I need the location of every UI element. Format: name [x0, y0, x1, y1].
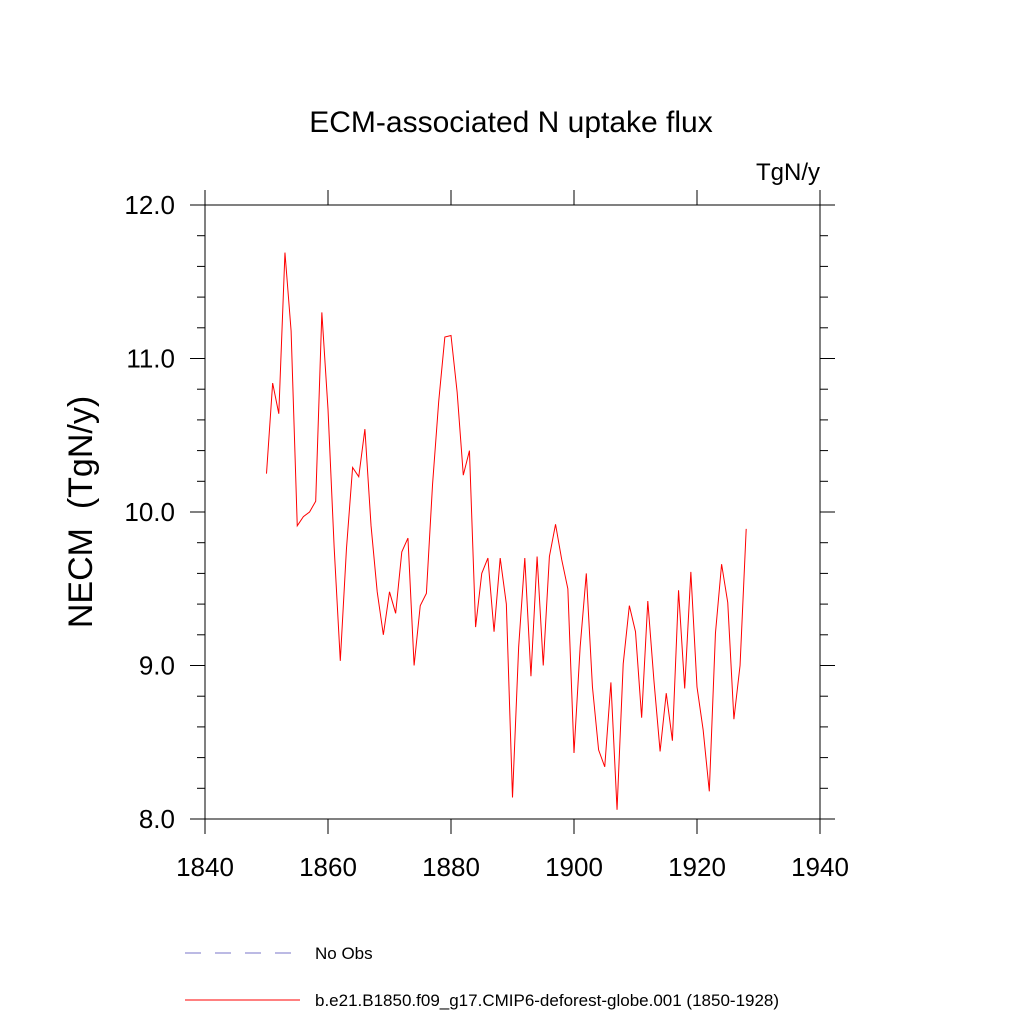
y-axis-label: NECM (TgN/y) — [62, 396, 100, 628]
units-label: TgN/y — [756, 159, 820, 186]
chart-title: ECM-associated N uptake flux — [309, 106, 713, 139]
y-tick-label: 12.0 — [124, 190, 175, 220]
legend-model-label: b.e21.B1850.f09_g17.CMIP6-deforest-globe… — [315, 991, 779, 1010]
x-tick-label: 1860 — [299, 852, 357, 882]
series-group — [266, 252, 747, 810]
y-tick-label: 10.0 — [124, 497, 175, 527]
series-line-model — [266, 252, 747, 810]
x-tick-label: 1900 — [545, 852, 603, 882]
axis-ticks — [190, 190, 835, 834]
x-tick-label: 1940 — [791, 852, 849, 882]
x-tick-label: 1920 — [668, 852, 726, 882]
y-tick-label: 11.0 — [126, 344, 175, 374]
legend-obs-label: No Obs — [315, 944, 373, 963]
y-tick-label: 8.0 — [139, 804, 175, 834]
x-tick-labels: 1840 1860 1880 1900 1920 1940 — [176, 852, 849, 882]
x-tick-label: 1840 — [176, 852, 234, 882]
y-tick-label: 9.0 — [139, 651, 175, 681]
x-tick-label: 1880 — [422, 852, 480, 882]
y-tick-labels: 8.0 9.0 10.0 11.0 12.0 — [124, 190, 175, 834]
